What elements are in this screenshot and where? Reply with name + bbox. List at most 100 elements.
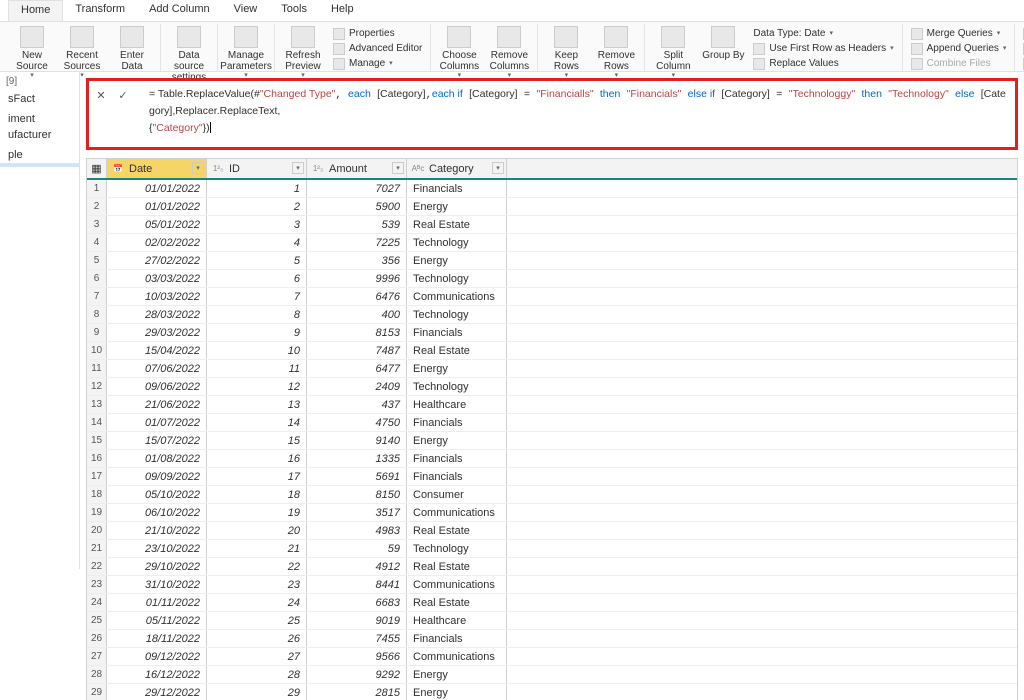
table-row[interactable]: 2229/10/2022224912Real Estate: [87, 558, 1017, 576]
cell[interactable]: Technology: [407, 540, 507, 557]
cell[interactable]: 1335: [307, 450, 407, 467]
first-row-headers-button[interactable]: Use First Row as Headers: [751, 41, 895, 56]
table-row[interactable]: 828/03/20228400Technology: [87, 306, 1017, 324]
cell[interactable]: Financials: [407, 324, 507, 341]
row-number[interactable]: 4: [87, 234, 107, 251]
table-row[interactable]: 1906/10/2022193517Communications: [87, 504, 1017, 522]
cell[interactable]: Financials: [407, 468, 507, 485]
cell[interactable]: 26: [207, 630, 307, 647]
row-number[interactable]: 6: [87, 270, 107, 287]
cell[interactable]: Energy: [407, 360, 507, 377]
query-item[interactable]: sFact: [0, 91, 79, 107]
cell[interactable]: 16/12/2022: [107, 666, 207, 683]
formula-bar[interactable]: ✕ ✓ = Table.ReplaceValue(#"Changed Type"…: [86, 78, 1018, 150]
cell[interactable]: 356: [307, 252, 407, 269]
table-row[interactable]: 2709/12/2022279566Communications: [87, 648, 1017, 666]
row-number[interactable]: 28: [87, 666, 107, 683]
cell[interactable]: 15/07/2022: [107, 432, 207, 449]
table-row[interactable]: 2123/10/20222159Technology: [87, 540, 1017, 558]
table-row[interactable]: 527/02/20225356Energy: [87, 252, 1017, 270]
table-row[interactable]: 101/01/202217027Financials: [87, 180, 1017, 198]
filter-icon[interactable]: ▾: [492, 162, 504, 174]
row-number[interactable]: 18: [87, 486, 107, 503]
combine-files-button[interactable]: Combine Files: [909, 56, 1009, 71]
cell[interactable]: 03/03/2022: [107, 270, 207, 287]
cell[interactable]: 18/11/2022: [107, 630, 207, 647]
cell[interactable]: 7455: [307, 630, 407, 647]
table-row[interactable]: 1709/09/2022175691Financials: [87, 468, 1017, 486]
cell[interactable]: 09/09/2022: [107, 468, 207, 485]
cell[interactable]: 8: [207, 306, 307, 323]
cell[interactable]: 21/06/2022: [107, 396, 207, 413]
formula-text[interactable]: = Table.ReplaceValue(#"Changed Type", ea…: [149, 87, 1009, 137]
cell[interactable]: 539: [307, 216, 407, 233]
row-number[interactable]: 17: [87, 468, 107, 485]
cell[interactable]: 5: [207, 252, 307, 269]
cell[interactable]: 23/10/2022: [107, 540, 207, 557]
cell[interactable]: Communications: [407, 648, 507, 665]
properties-button[interactable]: Properties: [331, 26, 424, 41]
cell[interactable]: 07/06/2022: [107, 360, 207, 377]
cell[interactable]: Financials: [407, 450, 507, 467]
cell[interactable]: 3: [207, 216, 307, 233]
formula-commit-icon[interactable]: ✓: [115, 87, 131, 103]
table-row[interactable]: 1107/06/2022116477Energy: [87, 360, 1017, 378]
cell[interactable]: Energy: [407, 432, 507, 449]
column-header-amount[interactable]: 1²₃Amount▾: [307, 159, 407, 178]
query-item[interactable]: ple: [0, 147, 79, 163]
cell[interactable]: 18: [207, 486, 307, 503]
cell[interactable]: 20: [207, 522, 307, 539]
cell[interactable]: 8153: [307, 324, 407, 341]
replace-values-button[interactable]: Replace Values: [751, 56, 895, 71]
advanced-editor-button[interactable]: Advanced Editor: [331, 41, 424, 56]
cell[interactable]: 25: [207, 612, 307, 629]
cell[interactable]: Technology: [407, 234, 507, 251]
row-number[interactable]: 22: [87, 558, 107, 575]
row-number[interactable]: 9: [87, 324, 107, 341]
cell[interactable]: 09/12/2022: [107, 648, 207, 665]
cell[interactable]: 5900: [307, 198, 407, 215]
table-row[interactable]: 201/01/202225900Energy: [87, 198, 1017, 216]
row-number[interactable]: 25: [87, 612, 107, 629]
table-row[interactable]: 2401/11/2022246683Real Estate: [87, 594, 1017, 612]
cell[interactable]: 9019: [307, 612, 407, 629]
table-row[interactable]: 402/02/202247225Technology: [87, 234, 1017, 252]
cell[interactable]: 4: [207, 234, 307, 251]
cell[interactable]: 02/02/2022: [107, 234, 207, 251]
cell[interactable]: 15/04/2022: [107, 342, 207, 359]
row-header-corner[interactable]: ▦: [87, 159, 107, 178]
cell[interactable]: 27: [207, 648, 307, 665]
cell[interactable]: 17: [207, 468, 307, 485]
cell[interactable]: Real Estate: [407, 558, 507, 575]
cell[interactable]: 01/08/2022: [107, 450, 207, 467]
cell[interactable]: 2409: [307, 378, 407, 395]
cell[interactable]: 4750: [307, 414, 407, 431]
cell[interactable]: 05/01/2022: [107, 216, 207, 233]
row-number[interactable]: 3: [87, 216, 107, 233]
cell[interactable]: 4912: [307, 558, 407, 575]
cell[interactable]: Communications: [407, 288, 507, 305]
cell[interactable]: 400: [307, 306, 407, 323]
cell[interactable]: Financials: [407, 414, 507, 431]
cell[interactable]: 6683: [307, 594, 407, 611]
filter-icon[interactable]: ▾: [192, 162, 204, 174]
cell[interactable]: 29: [207, 684, 307, 700]
cell[interactable]: 8150: [307, 486, 407, 503]
table-row[interactable]: 2929/12/2022292815Energy: [87, 684, 1017, 700]
cell[interactable]: 09/06/2022: [107, 378, 207, 395]
cell[interactable]: 9: [207, 324, 307, 341]
row-number[interactable]: 10: [87, 342, 107, 359]
append-queries-button[interactable]: Append Queries: [909, 41, 1009, 56]
row-number[interactable]: 7: [87, 288, 107, 305]
cell[interactable]: Healthcare: [407, 396, 507, 413]
cell[interactable]: Real Estate: [407, 342, 507, 359]
table-row[interactable]: 1209/06/2022122409Technology: [87, 378, 1017, 396]
row-number[interactable]: 8: [87, 306, 107, 323]
row-number[interactable]: 14: [87, 414, 107, 431]
cell[interactable]: 9292: [307, 666, 407, 683]
cell[interactable]: Energy: [407, 666, 507, 683]
cell[interactable]: 01/11/2022: [107, 594, 207, 611]
row-number[interactable]: 13: [87, 396, 107, 413]
cell[interactable]: 7027: [307, 180, 407, 197]
cell[interactable]: Energy: [407, 252, 507, 269]
